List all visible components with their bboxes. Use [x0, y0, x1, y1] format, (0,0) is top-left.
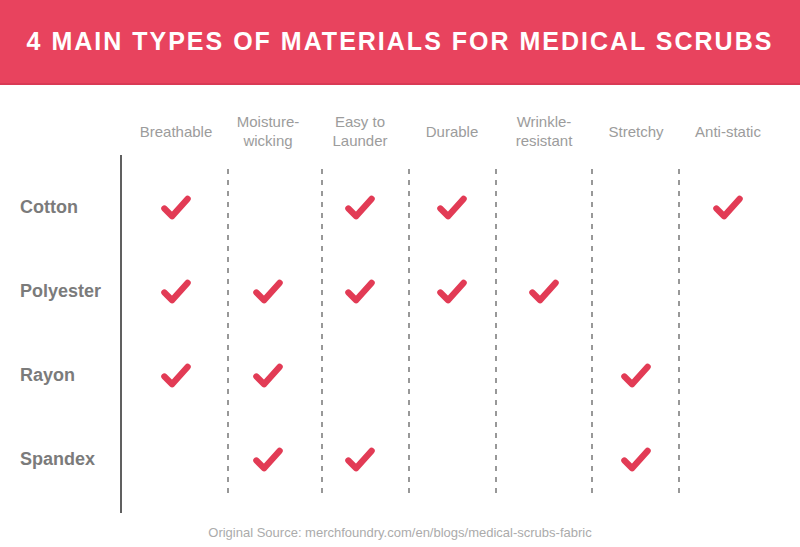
- materials-matrix: Cotton Polyester Rayon Spandex: [0, 165, 774, 501]
- check-icon: [713, 195, 743, 220]
- check-icon: [161, 363, 191, 388]
- check-icon: [161, 195, 191, 220]
- material-label-rayon: Rayon: [0, 365, 130, 386]
- matrix-cell-rayon-breathable: [130, 333, 222, 417]
- matrix-cell-spandex-wrinkle-resistant: [498, 417, 590, 501]
- column-header-durable: Durable: [406, 122, 498, 141]
- column-header-easy-to-launder: Easy to Launder: [314, 112, 406, 150]
- check-icon: [345, 195, 375, 220]
- header-banner: 4 MAIN TYPES OF MATERIALS FOR MEDICAL SC…: [0, 0, 800, 85]
- material-row-polyester: Polyester: [0, 249, 774, 333]
- check-icon: [529, 279, 559, 304]
- check-icon: [621, 363, 651, 388]
- matrix-cell-spandex-anti-static: [682, 417, 774, 501]
- row-axis-line: [120, 155, 122, 513]
- matrix-cell-spandex-breathable: [130, 417, 222, 501]
- matrix-cell-cotton-durable: [406, 165, 498, 249]
- check-icon: [621, 447, 651, 472]
- matrix-cell-cotton-wrinkle-resistant: [498, 165, 590, 249]
- matrix-cell-rayon-durable: [406, 333, 498, 417]
- column-separator: [227, 169, 229, 499]
- matrix-cell-rayon-easy-to-launder: [314, 333, 406, 417]
- column-header-wrinkle-resistant: Wrinkle-resistant: [498, 112, 590, 150]
- material-label-spandex: Spandex: [0, 449, 130, 470]
- matrix-cell-spandex-moisture-wicking: [222, 417, 314, 501]
- column-header-breathable: Breathable: [130, 122, 222, 141]
- material-row-spandex: Spandex: [0, 417, 774, 501]
- matrix-cell-cotton-moisture-wicking: [222, 165, 314, 249]
- check-icon: [345, 279, 375, 304]
- check-icon: [253, 447, 283, 472]
- column-separator: [495, 169, 497, 499]
- check-icon: [253, 363, 283, 388]
- matrix-cell-rayon-moisture-wicking: [222, 333, 314, 417]
- matrix-cell-polyester-breathable: [130, 249, 222, 333]
- matrix-cell-cotton-stretchy: [590, 165, 682, 249]
- source-text: Original Source: merchfoundry.com/en/blo…: [208, 525, 591, 540]
- matrix-cell-polyester-stretchy: [590, 249, 682, 333]
- matrix-cell-rayon-wrinkle-resistant: [498, 333, 590, 417]
- matrix-cell-cotton-breathable: [130, 165, 222, 249]
- column-separator: [321, 169, 323, 499]
- matrix-cell-polyester-wrinkle-resistant: [498, 249, 590, 333]
- matrix-cell-rayon-stretchy: [590, 333, 682, 417]
- matrix-cell-cotton-easy-to-launder: [314, 165, 406, 249]
- material-label-cotton: Cotton: [0, 197, 130, 218]
- check-icon: [437, 195, 467, 220]
- column-separator: [591, 169, 593, 499]
- column-header-stretchy: Stretchy: [590, 122, 682, 141]
- check-icon: [161, 279, 191, 304]
- column-header-moisture-wicking: Moisture-wicking: [222, 112, 314, 150]
- footer: Original Source: merchfoundry.com/en/blo…: [0, 525, 800, 540]
- page-title: 4 MAIN TYPES OF MATERIALS FOR MEDICAL SC…: [27, 27, 774, 56]
- matrix-cell-polyester-easy-to-launder: [314, 249, 406, 333]
- matrix-cell-spandex-easy-to-launder: [314, 417, 406, 501]
- matrix-cell-spandex-durable: [406, 417, 498, 501]
- check-icon: [253, 279, 283, 304]
- matrix-cell-cotton-anti-static: [682, 165, 774, 249]
- matrix-cell-polyester-anti-static: [682, 249, 774, 333]
- medical-scrubs-infographic: 4 MAIN TYPES OF MATERIALS FOR MEDICAL SC…: [0, 0, 800, 547]
- matrix-cell-polyester-durable: [406, 249, 498, 333]
- material-row-rayon: Rayon: [0, 333, 774, 417]
- matrix-cell-rayon-anti-static: [682, 333, 774, 417]
- column-separator: [408, 169, 410, 499]
- check-icon: [437, 279, 467, 304]
- column-headers-row: BreathableMoisture-wickingEasy to Launde…: [0, 101, 774, 161]
- material-row-cotton: Cotton: [0, 165, 774, 249]
- material-label-polyester: Polyester: [0, 281, 130, 302]
- column-header-anti-static: Anti-static: [682, 122, 774, 141]
- check-icon: [345, 447, 375, 472]
- matrix-cell-polyester-moisture-wicking: [222, 249, 314, 333]
- matrix-cell-spandex-stretchy: [590, 417, 682, 501]
- column-separator: [678, 169, 680, 499]
